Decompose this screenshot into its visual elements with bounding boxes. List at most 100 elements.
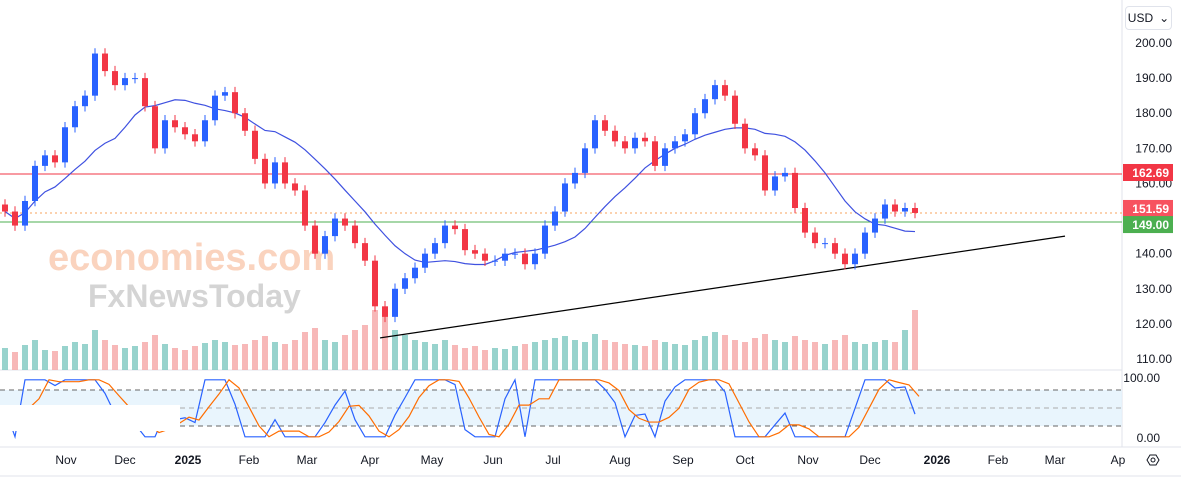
candle [632, 137, 638, 149]
x-tick-label: Dec [859, 453, 880, 467]
volume-bar [532, 342, 538, 370]
volume-bar [622, 344, 628, 370]
x-tick-label: 2026 [924, 453, 951, 467]
volume-bar [912, 310, 918, 370]
volume-bar [42, 350, 48, 370]
volume-bar [232, 345, 238, 370]
candle [742, 123, 748, 149]
volume-bar [142, 342, 148, 370]
x-tick-label: Dec [114, 453, 135, 467]
price-label-bg [1123, 163, 1173, 181]
candle [542, 225, 548, 254]
candle [802, 208, 808, 233]
volume-bar [382, 315, 388, 370]
candle [112, 71, 118, 86]
candle [412, 267, 418, 279]
volume-bar [792, 336, 798, 370]
volume-bar [552, 338, 558, 370]
stochastic-tick-label: 0.00 [1137, 431, 1161, 445]
candle [382, 306, 388, 317]
volume-bar [242, 344, 248, 370]
candle [282, 162, 288, 184]
x-tick-label: Sep [672, 453, 694, 467]
candle [602, 120, 608, 131]
trendline [379, 235, 1066, 339]
candle [482, 253, 488, 261]
candle [462, 229, 468, 251]
candle [782, 172, 788, 177]
x-tick-label: Oct [736, 453, 755, 467]
candle [32, 165, 38, 201]
volume-bar [332, 342, 338, 370]
candle [172, 120, 178, 128]
candle [772, 176, 778, 191]
volume-bar [122, 348, 128, 370]
candle [812, 232, 818, 244]
volume-bar [2, 348, 8, 370]
candle [522, 253, 528, 265]
candle [262, 158, 268, 184]
candle [272, 162, 278, 184]
moving-average-line [4, 99, 916, 266]
candle [612, 130, 618, 142]
volume-bar [762, 334, 768, 370]
volume-bar [572, 340, 578, 370]
candle [852, 253, 858, 265]
candle [502, 253, 508, 261]
volume-bar [862, 344, 868, 370]
candle [12, 211, 18, 226]
volume-bar [812, 342, 818, 370]
volume-bar [632, 345, 638, 370]
volume-bar [712, 332, 718, 370]
candle [592, 120, 598, 149]
candle [562, 183, 568, 212]
volume-bar [482, 350, 488, 370]
volume-bar [302, 332, 308, 370]
price-label: 149.00 [1132, 218, 1169, 232]
volume-bar [182, 350, 188, 370]
candle [212, 95, 218, 121]
candle [622, 141, 628, 149]
candle [292, 183, 298, 191]
volume-bar [692, 340, 698, 370]
volume-bar [282, 344, 288, 370]
volume-bar [702, 336, 708, 370]
volume-bar [192, 346, 198, 370]
candle [232, 92, 238, 114]
y-tick-label: 110.00 [1136, 352, 1172, 366]
volume-bar [582, 342, 588, 370]
candle [322, 236, 328, 254]
candle [162, 120, 168, 149]
candle [712, 85, 718, 100]
candle [252, 130, 258, 159]
stochastic-tick-label: 100.00 [1123, 371, 1160, 385]
volume-bar [352, 330, 358, 370]
volume-bar [652, 340, 658, 370]
candle [572, 172, 578, 184]
watermark-economies: economies.com [48, 237, 335, 279]
y-tick-label: 140.00 [1135, 247, 1172, 261]
candle [552, 211, 558, 226]
volume-bar [452, 345, 458, 370]
settings-gear-icon[interactable] [1146, 454, 1160, 466]
volume-bar [292, 340, 298, 370]
candle [142, 78, 148, 107]
volume-bar [772, 340, 778, 370]
candle [702, 99, 708, 114]
volume-bar [892, 342, 898, 370]
volume-bar [842, 335, 848, 370]
volume-bar [412, 340, 418, 370]
candle [372, 260, 378, 307]
x-tick-label: Apr [361, 453, 380, 467]
volume-bar [462, 348, 468, 370]
volume-bar [62, 346, 68, 370]
volume-bar [882, 340, 888, 370]
candle [52, 155, 58, 163]
x-tick-label: Jul [545, 453, 560, 467]
candle [192, 134, 198, 142]
currency-selector[interactable]: USD ⌄ [1125, 6, 1172, 30]
candle [872, 218, 878, 233]
candle [492, 260, 498, 262]
